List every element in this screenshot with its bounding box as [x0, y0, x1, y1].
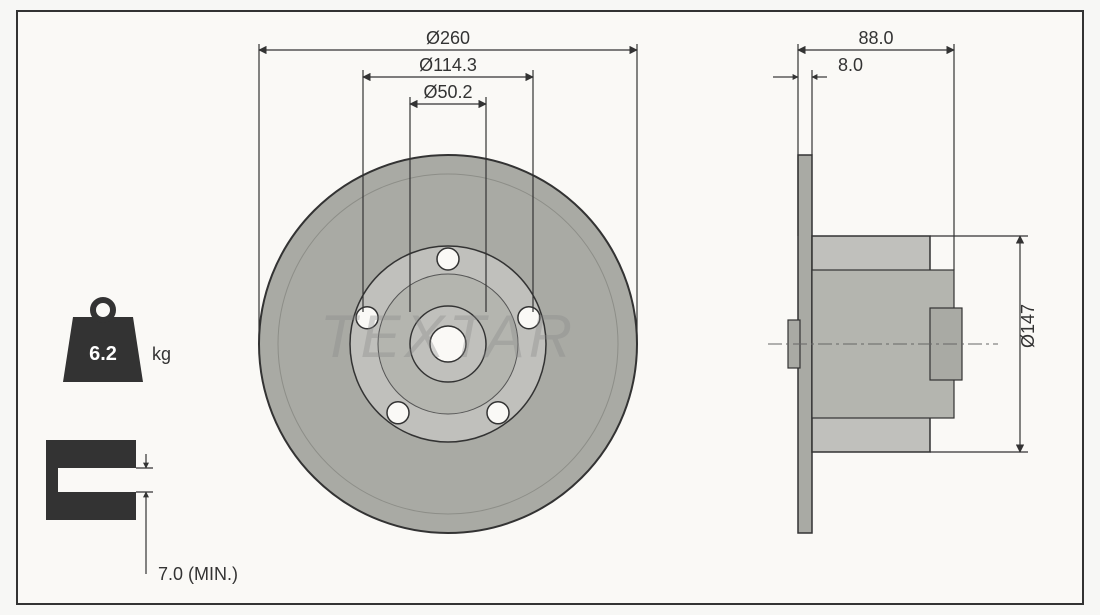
- weight-value: 6.2: [89, 343, 117, 365]
- dim-diameter-50: Ø50.2: [423, 82, 472, 102]
- weight-unit: kg: [152, 344, 171, 364]
- dim-thickness-8: 8.0: [838, 55, 863, 75]
- dim-width-88: 88.0: [858, 28, 893, 48]
- dim-min-thickness: 7.0 (MIN.): [158, 564, 238, 584]
- dim-diameter-260: Ø260: [426, 28, 470, 48]
- dim-diameter-147: Ø147: [1018, 304, 1038, 348]
- side-view: [768, 155, 998, 533]
- weight-icon: 6.2: [63, 300, 143, 382]
- dim-diameter-114: Ø114.3: [419, 55, 477, 75]
- watermark: TEXTAR: [320, 303, 576, 370]
- drawing-frame: TEXTAR Ø260 Ø114.3 Ø50.2: [16, 10, 1084, 605]
- min-thickness-gauge: [46, 440, 153, 574]
- technical-drawing: TEXTAR Ø260 Ø114.3 Ø50.2: [18, 12, 1086, 607]
